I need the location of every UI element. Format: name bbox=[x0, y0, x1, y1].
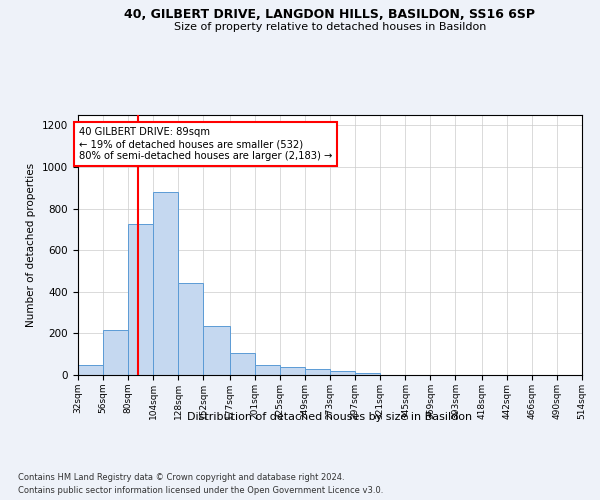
Bar bbox=[255, 365, 280, 375]
Bar bbox=[355, 373, 380, 375]
Bar bbox=[128, 224, 153, 375]
Bar bbox=[178, 284, 203, 375]
Bar bbox=[330, 372, 355, 375]
Text: 40 GILBERT DRIVE: 89sqm
← 19% of detached houses are smaller (532)
80% of semi-d: 40 GILBERT DRIVE: 89sqm ← 19% of detache… bbox=[79, 128, 332, 160]
Bar bbox=[78, 364, 103, 375]
Bar bbox=[103, 330, 128, 375]
Bar bbox=[305, 370, 330, 375]
Text: Distribution of detached houses by size in Basildon: Distribution of detached houses by size … bbox=[187, 412, 473, 422]
Bar bbox=[230, 352, 255, 375]
Text: 40, GILBERT DRIVE, LANGDON HILLS, BASILDON, SS16 6SP: 40, GILBERT DRIVE, LANGDON HILLS, BASILD… bbox=[125, 8, 536, 20]
Bar bbox=[203, 326, 230, 375]
Bar bbox=[280, 368, 305, 375]
Text: Contains HM Land Registry data © Crown copyright and database right 2024.: Contains HM Land Registry data © Crown c… bbox=[18, 472, 344, 482]
Y-axis label: Number of detached properties: Number of detached properties bbox=[26, 163, 37, 327]
Text: Contains public sector information licensed under the Open Government Licence v3: Contains public sector information licen… bbox=[18, 486, 383, 495]
Bar bbox=[153, 192, 178, 375]
Text: Size of property relative to detached houses in Basildon: Size of property relative to detached ho… bbox=[174, 22, 486, 32]
